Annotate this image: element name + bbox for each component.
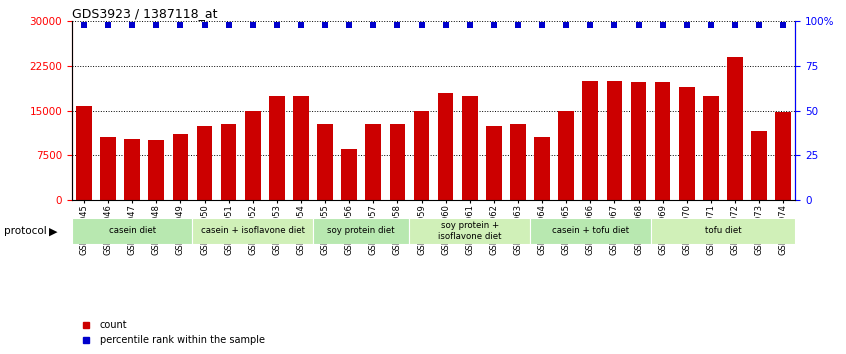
Point	[607, 22, 621, 28]
Bar	[414, 110, 430, 200]
Bar	[655, 82, 671, 200]
Text: soy protein diet: soy protein diet	[327, 227, 395, 235]
Bar	[72, 218, 192, 244]
Bar	[558, 110, 574, 200]
Text: protocol: protocol	[4, 226, 47, 236]
Bar	[365, 124, 382, 200]
Bar	[651, 218, 795, 244]
Text: GDS3923 / 1387118_at: GDS3923 / 1387118_at	[72, 7, 217, 20]
Point	[77, 22, 91, 28]
Bar	[192, 218, 313, 244]
Bar	[486, 126, 502, 200]
Text: casein + isoflavone diet: casein + isoflavone diet	[201, 227, 305, 235]
Point	[222, 22, 235, 28]
Bar	[221, 124, 237, 200]
Bar	[751, 131, 767, 200]
Bar	[244, 110, 261, 200]
Point	[439, 22, 453, 28]
Point	[487, 22, 501, 28]
Point	[559, 22, 573, 28]
Text: tofu diet: tofu diet	[705, 227, 741, 235]
Point	[246, 22, 260, 28]
Bar	[678, 87, 695, 200]
Point	[343, 22, 356, 28]
Bar	[630, 82, 646, 200]
Point	[463, 22, 476, 28]
Bar	[341, 149, 357, 200]
Bar	[437, 93, 453, 200]
Text: casein + tofu diet: casein + tofu diet	[552, 227, 629, 235]
Bar	[148, 141, 164, 200]
Bar	[317, 124, 333, 200]
Bar	[100, 137, 116, 200]
Bar	[173, 135, 189, 200]
Text: ▶: ▶	[49, 226, 58, 236]
Point	[777, 22, 790, 28]
Bar	[530, 218, 651, 244]
Bar	[607, 81, 623, 200]
Bar	[727, 57, 743, 200]
Bar	[293, 96, 309, 200]
Point	[680, 22, 694, 28]
Point	[511, 22, 525, 28]
Point	[294, 22, 308, 28]
Point	[318, 22, 332, 28]
Point	[391, 22, 404, 28]
Bar	[269, 96, 285, 200]
Bar	[703, 96, 719, 200]
Point	[125, 22, 139, 28]
Point	[536, 22, 549, 28]
Point	[102, 22, 115, 28]
Bar	[124, 139, 140, 200]
Text: soy protein +
isoflavone diet: soy protein + isoflavone diet	[438, 221, 502, 241]
Point	[656, 22, 669, 28]
Point	[270, 22, 283, 28]
Point	[704, 22, 717, 28]
Point	[198, 22, 212, 28]
Point	[728, 22, 742, 28]
Bar	[313, 218, 409, 244]
Bar	[409, 218, 530, 244]
Point	[632, 22, 645, 28]
Bar	[775, 112, 791, 200]
Point	[173, 22, 187, 28]
Point	[366, 22, 380, 28]
Point	[752, 22, 766, 28]
Legend: count, percentile rank within the sample: count, percentile rank within the sample	[73, 316, 269, 349]
Point	[150, 22, 163, 28]
Point	[584, 22, 597, 28]
Bar	[76, 107, 92, 200]
Bar	[389, 124, 405, 200]
Bar	[196, 126, 212, 200]
Bar	[534, 137, 550, 200]
Bar	[582, 81, 598, 200]
Text: casein diet: casein diet	[108, 227, 156, 235]
Bar	[462, 96, 478, 200]
Bar	[510, 124, 526, 200]
Point	[415, 22, 428, 28]
